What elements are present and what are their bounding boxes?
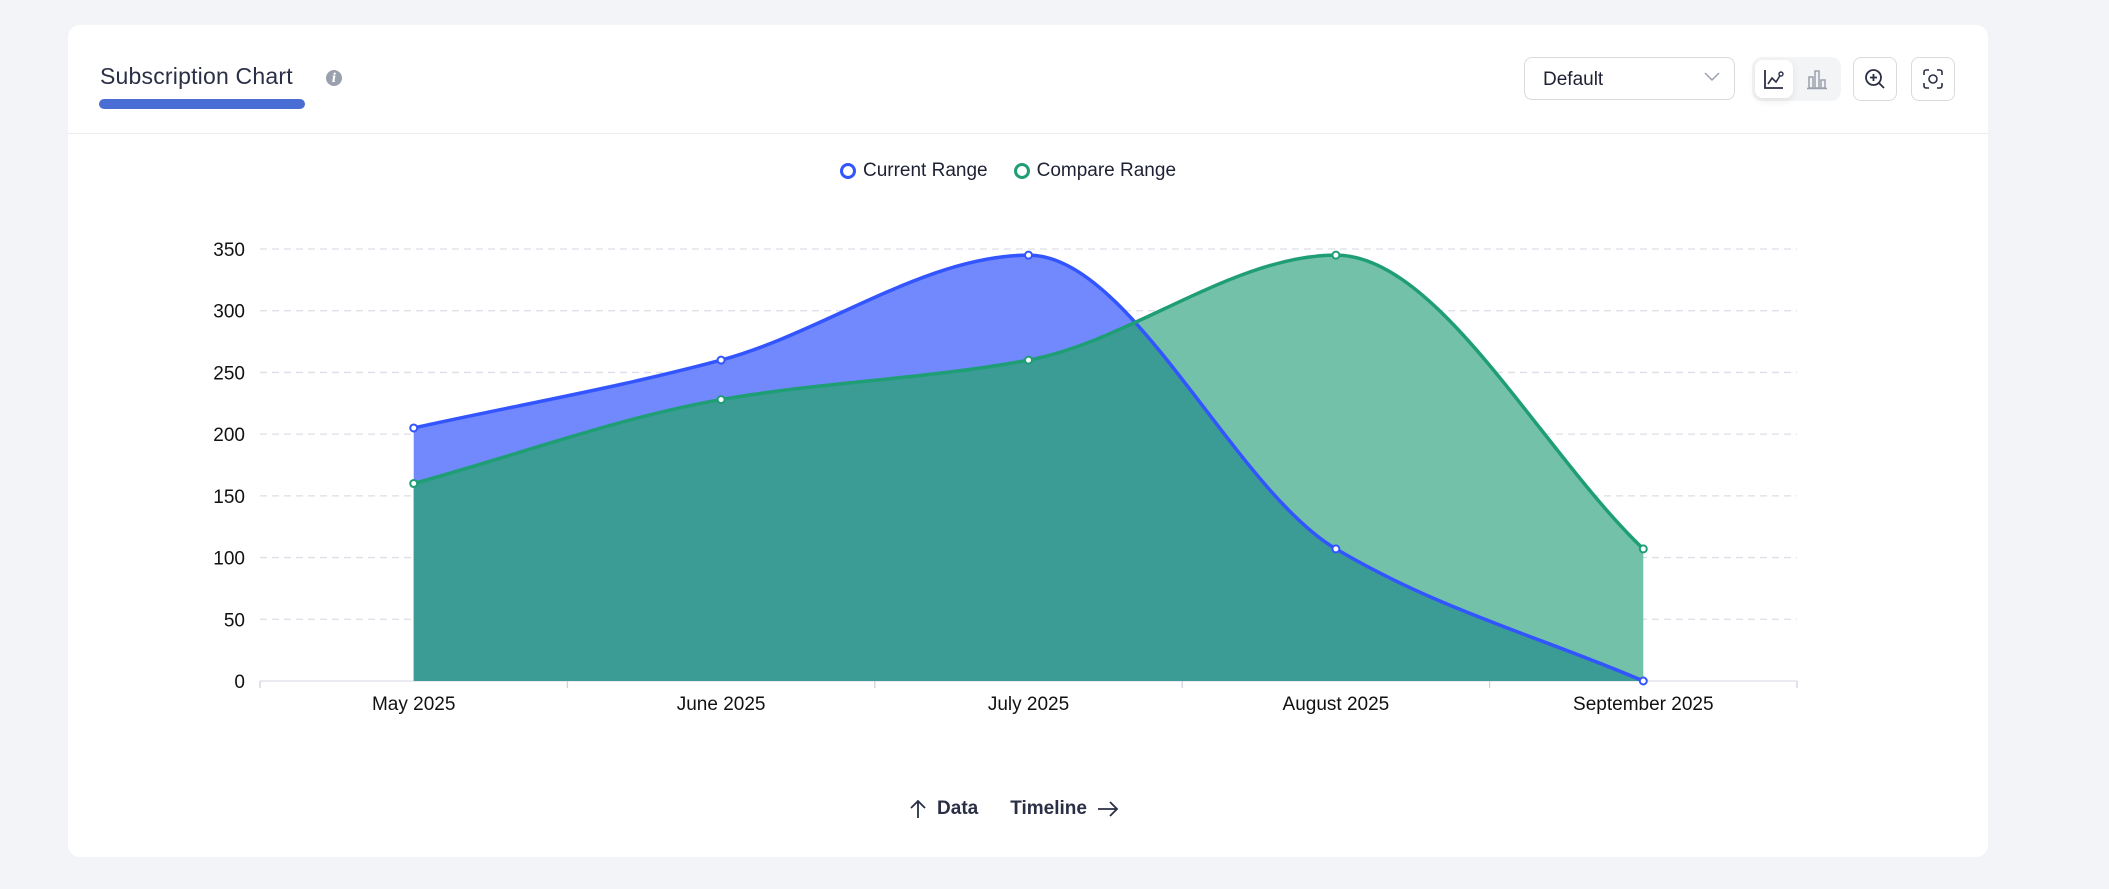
y-tick-label: 200 bbox=[213, 425, 245, 446]
x-tick-label: September 2025 bbox=[1573, 694, 1714, 715]
x-tick-label: June 2025 bbox=[677, 694, 766, 715]
axis-footer: Data Timeline bbox=[54, 798, 1974, 820]
compare-range-line bbox=[413, 253, 1645, 551]
x-axis-label: Timeline bbox=[1010, 798, 1119, 820]
current-range-point bbox=[1638, 676, 1648, 686]
legend-marker-compare bbox=[1013, 163, 1030, 179]
legend-label-current: Current Range bbox=[862, 160, 988, 181]
current-range-point bbox=[1024, 250, 1033, 260]
screenshot-icon bbox=[1923, 69, 1943, 89]
y-tick-label: 300 bbox=[213, 302, 245, 323]
bar-chart-icon bbox=[1807, 70, 1827, 90]
area-chart: 0 50 100 150 200 250 300 350 May 2025 June 2025 Ju… bbox=[213, 240, 1798, 715]
chart-type-toggle bbox=[1752, 57, 1841, 101]
compare-range-point bbox=[716, 395, 726, 405]
arrow-up-icon bbox=[910, 799, 926, 818]
legend-label-compare: Compare Range bbox=[1036, 160, 1177, 181]
y-tick-label: 0 bbox=[234, 672, 245, 693]
zoom-in-button[interactable] bbox=[1853, 57, 1897, 101]
current-range-point bbox=[1331, 544, 1341, 554]
compare-range-point bbox=[409, 479, 419, 489]
y-axis-label: Data bbox=[909, 798, 978, 820]
compare-range-point bbox=[1638, 544, 1648, 554]
x-tick-label: July 2025 bbox=[988, 694, 1069, 715]
screenshot-button[interactable] bbox=[1911, 57, 1955, 101]
chevron-down-icon bbox=[1704, 72, 1720, 82]
current-range-point bbox=[716, 355, 726, 365]
x-tick-label: May 2025 bbox=[372, 694, 455, 715]
card-header: Subscription Chart i Default bbox=[68, 25, 1988, 134]
compare-range-point bbox=[1331, 250, 1341, 260]
chart-title: Subscription Chart bbox=[100, 63, 293, 89]
y-tick-label: 50 bbox=[224, 610, 245, 631]
chart-legend: Current Range Compare Range bbox=[48, 160, 1968, 182]
view-select[interactable]: Default bbox=[1524, 57, 1735, 100]
x-tick-label: August 2025 bbox=[1283, 694, 1390, 715]
current-range-line bbox=[413, 253, 1644, 683]
line-chart-button[interactable] bbox=[1755, 60, 1793, 98]
y-tick-label: 350 bbox=[213, 240, 245, 261]
title-underline bbox=[99, 99, 305, 109]
bar-chart-button[interactable] bbox=[1798, 60, 1836, 98]
info-icon[interactable]: i bbox=[326, 70, 342, 86]
subscription-chart-card: Subscription Chart i Default Current Ran… bbox=[68, 25, 1988, 857]
zoom-in-icon bbox=[1865, 69, 1885, 89]
view-select-value: Default bbox=[1543, 69, 1604, 90]
arrow-right-icon bbox=[1097, 801, 1119, 817]
y-tick-label: 100 bbox=[213, 549, 245, 570]
current-range-point bbox=[409, 423, 419, 433]
line-chart-icon bbox=[1764, 70, 1784, 89]
y-tick-label: 250 bbox=[213, 363, 245, 384]
legend-current-range[interactable]: Current Range bbox=[839, 160, 988, 182]
y-tick-label: 150 bbox=[213, 487, 245, 508]
y-axis-label-text: Data bbox=[937, 798, 979, 819]
legend-marker-current bbox=[839, 163, 856, 179]
x-axis-label-text: Timeline bbox=[1010, 798, 1087, 819]
compare-range-point bbox=[1024, 355, 1033, 365]
legend-compare-range[interactable]: Compare Range bbox=[1013, 160, 1177, 182]
